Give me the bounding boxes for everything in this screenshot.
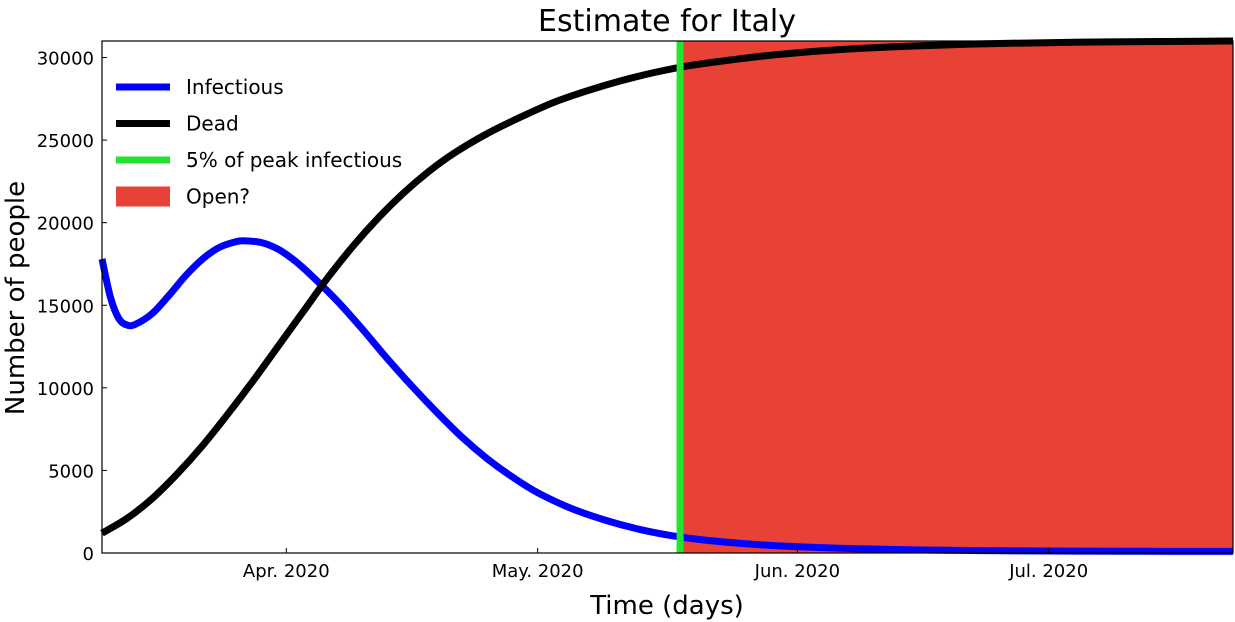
y-tick-label: 25000 [37,131,94,152]
y-axis-label: Number of people [1,181,31,415]
y-axis: 0 5000 10000 15000 20000 25000 30000 [37,49,107,565]
open-region [680,41,1233,553]
series-line-infectious [98,237,1234,555]
plot-frame [101,40,1234,554]
open-region-layer [680,41,1233,553]
y-tick-label: 15000 [37,296,94,317]
legend-label: Open? [186,185,250,209]
x-tick-label: Jul. 2020 [1008,561,1088,582]
legend-label: Infectious [186,75,284,99]
x-tick-label: May. 2020 [492,561,584,582]
y-tick-label: 5000 [48,461,94,482]
y-tick-label: 10000 [37,379,94,400]
series-line-dead [100,37,1234,537]
y-tick-label: 0 [83,544,94,565]
x-axis: Apr. 2020 May. 2020 Jun. 2020 Jul. 2020 [243,548,1088,582]
legend: Infectious Dead 5% of peak infectious Open? [116,75,402,209]
legend-label: Dead [186,112,239,136]
x-tick-label: Apr. 2020 [243,561,330,582]
chart-title: Estimate for Italy [538,4,796,39]
y-tick-label: 20000 [37,214,94,235]
legend-label: 5% of peak infectious [186,148,402,172]
x-axis-label: Time (days) [589,591,744,621]
y-tick-label: 30000 [37,49,94,70]
series-layer [98,37,1234,555]
x-tick-label: Jun. 2020 [754,561,840,582]
legend-swatch [116,186,170,207]
